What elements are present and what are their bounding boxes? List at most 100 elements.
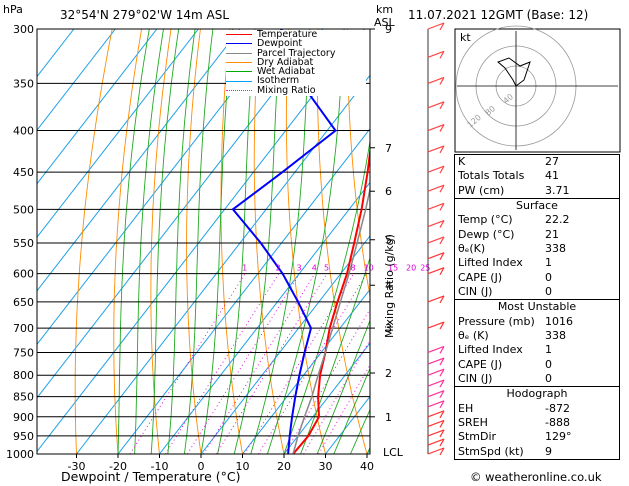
temp-tick-label: 30 [319, 460, 333, 473]
hpa-label: hPa [3, 3, 23, 16]
wind-barb-flag [439, 203, 445, 211]
legend-label: Isotherm [257, 75, 300, 87]
hodograph-frame [454, 28, 621, 153]
temp-tick-label: 40 [360, 460, 374, 473]
legend-swatch [226, 62, 252, 64]
temperature-tick-labels: -30 -20 -10 0 10 20 30 40 [68, 454, 374, 473]
footer-credit: © weatheronline.co.uk [470, 470, 602, 484]
mixing-ratio-label: 4 [312, 264, 317, 273]
dry-adiabat-line [186, 29, 202, 454]
series-line-parcel-trajectory [292, 186, 370, 454]
wind-barb-flag [439, 368, 445, 377]
wind-barb-flag [439, 267, 445, 275]
mixing-ratio-line [318, 364, 370, 454]
legend-label: Wet Adiabat [257, 66, 315, 78]
mixing-ratio-line [284, 308, 370, 454]
mixing-ratio-label: 1 [242, 264, 247, 273]
pressure-tick-label: 800 [13, 369, 34, 382]
wind-barb [427, 438, 445, 446]
legend-label: Mixing Ratio [257, 84, 316, 96]
most-unstable-title: Most Unstable [497, 300, 577, 314]
location-title: 32°54'N 279°02'W 14m ASL [60, 8, 230, 22]
pressure-tick-label: 1000 [6, 448, 34, 461]
wind-barb [427, 410, 445, 418]
series-line-temperature [292, 144, 370, 454]
dry-adiabat-line [74, 29, 113, 454]
wind-barb [427, 390, 445, 398]
isotherm-line [37, 29, 324, 399]
mixing-ratio-label: 5 [324, 264, 329, 273]
legend-item: Parcel Trajectory [226, 47, 366, 59]
wind-barb [427, 50, 445, 58]
y-axis-title: Mixing Ratio (g/kg) [383, 234, 396, 338]
hodo-row: SREH -888 [458, 415, 570, 429]
legend-swatch [226, 34, 252, 36]
asl-label: ASL [374, 16, 395, 29]
wet-adiabat-line [150, 29, 180, 454]
mu-row: CIN (J) 0 [458, 371, 552, 385]
pressure-tick-label: 850 [13, 391, 34, 404]
wind-barb-flag [439, 438, 445, 447]
index-row: Totals Totals 41 [458, 169, 559, 183]
stats-panel: K 27 Totals Totals 41 PW (cm) 3.71 Surface … [454, 154, 620, 460]
legend-label: Temperature [257, 29, 318, 40]
mixing-ratio-line [303, 339, 370, 454]
mu-row: CAPE (J) 0 [458, 357, 552, 371]
isotherm-line [37, 29, 199, 239]
legend-swatch [226, 80, 252, 82]
mu-row: Lifted Index 1 [458, 343, 552, 357]
km-tick-label: 6 [385, 185, 392, 198]
wind-barb-flag [439, 420, 445, 428]
wind-barb-flag [439, 236, 445, 245]
wind-barbs [427, 22, 445, 456]
index-row: K 27 [458, 155, 559, 168]
isotherm-line [37, 29, 241, 292]
wind-barb-flag [439, 295, 445, 304]
wind-barb [427, 419, 445, 428]
pressure-tick-label: 600 [13, 268, 34, 281]
wind-barb-flag [439, 22, 445, 31]
km-tick-label: 7 [385, 142, 392, 155]
km-tick-label: 5 [385, 234, 392, 247]
wind-barb [427, 145, 445, 153]
pressure-tick-label: 300 [13, 23, 34, 36]
wind-barb [427, 219, 445, 228]
wind-barb-flag [439, 447, 445, 456]
wind-barb [427, 101, 445, 109]
temp-tick-label: -10 [151, 460, 169, 473]
wind-barb [427, 429, 445, 437]
legend-label: Parcel Trajectory [257, 47, 336, 59]
mixing-ratio-line [258, 273, 367, 454]
wind-barb [427, 165, 445, 173]
mixing-ratio-label: 2 [276, 264, 281, 273]
legend: Temperature Dewpoint Parcel Trajectory Dry … [226, 30, 366, 96]
isotherm-line [159, 181, 370, 454]
wet-adiabat-line [117, 29, 150, 454]
surface-row: Dewp (°C) 21 [458, 227, 559, 241]
pressure-tick-label: 750 [13, 346, 34, 359]
pressure-tick-label: 550 [13, 237, 34, 250]
pressure-gridlines [37, 28, 370, 455]
hodograph-unit-label: kt [460, 31, 471, 44]
wind-barb-flag [439, 184, 445, 193]
temp-tick-label: 20 [277, 460, 291, 473]
wind-barb [427, 400, 445, 408]
wind-barb-flag [439, 390, 445, 398]
mixing-ratio-line [129, 273, 246, 454]
wind-barb-flag [439, 379, 445, 388]
isotherm-line [37, 29, 365, 453]
hodograph-trace [497, 57, 531, 87]
pressure-tick-label: 950 [13, 430, 34, 443]
most-unstable-table: Most Unstable Pressure (mb) 1016 θₑ (K) 33… [454, 300, 620, 388]
lcl-label: LCL [383, 446, 403, 459]
isotherm-line [37, 29, 116, 131]
series-line-dewpoint [231, 29, 337, 454]
pressure-tick-label: 500 [13, 203, 34, 216]
datetime-title: 11.07.2021 12GMT (Base: 12) [408, 8, 589, 22]
wind-barb-flag [439, 101, 445, 110]
wind-barb [427, 184, 445, 192]
isotherm-line [37, 29, 158, 185]
wind-barb-flag [439, 220, 445, 228]
surface-row: θₑ(K) 338 [458, 241, 566, 255]
